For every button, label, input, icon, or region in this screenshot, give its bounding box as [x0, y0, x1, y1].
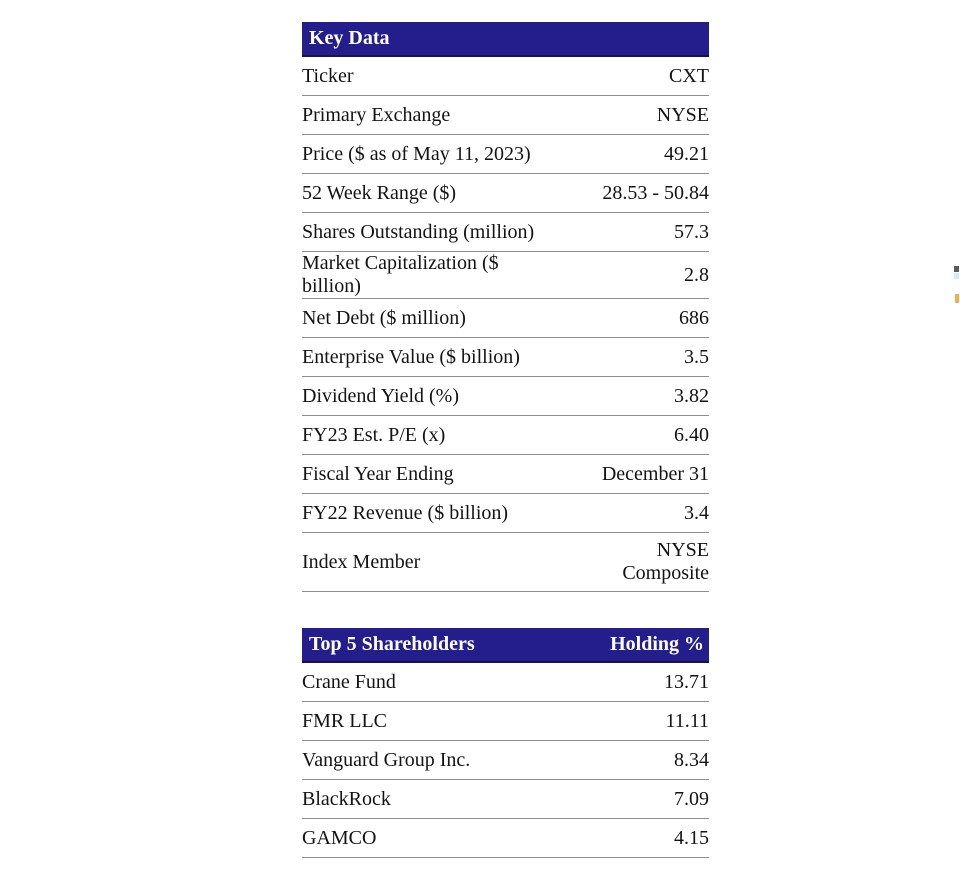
row-value: 8.34 [674, 748, 709, 771]
table-row: Net Debt ($ million) 686 [302, 298, 709, 338]
row-value: 3.82 [674, 384, 709, 407]
row-label: Primary Exchange [302, 95, 555, 135]
row-value: NYSE [656, 103, 709, 126]
row-value: 11.11 [665, 709, 709, 732]
shareholders-header: Top 5 Shareholders Holding % [302, 628, 709, 663]
table-row: Vanguard Group Inc. 8.34 [302, 740, 709, 780]
table-row: Market Capitalization ($ billion) 2.8 [302, 251, 709, 299]
table-row: 52 Week Range ($) 28.53 - 50.84 [302, 173, 709, 213]
table-row: BlackRock 7.09 [302, 779, 709, 819]
row-value: 28.53 - 50.84 [602, 181, 709, 204]
table-row: Crane Fund 13.71 [302, 663, 709, 702]
row-value: December 31 [601, 462, 709, 485]
row-label: 52 Week Range ($) [302, 173, 555, 213]
shareholders-table: Top 5 Shareholders Holding % Crane Fund … [302, 628, 709, 858]
row-value: 7.09 [674, 787, 709, 810]
row-value: 49.21 [664, 142, 709, 165]
row-label: Enterprise Value ($ billion) [302, 337, 555, 377]
row-label: Market Capitalization ($ billion) [302, 251, 555, 299]
row-label: BlackRock [302, 779, 555, 819]
table-row: Index Member NYSE Composite [302, 532, 709, 592]
key-data-table: Key Data Ticker CXT Primary Exchange NYS… [302, 22, 709, 592]
key-data-body: Ticker CXT Primary Exchange NYSE Price (… [302, 57, 709, 592]
row-label: FY23 Est. P/E (x) [302, 415, 555, 455]
row-value: 13.71 [664, 670, 709, 693]
clipped-fragment-orange [955, 294, 959, 303]
row-label: Crane Fund [302, 663, 555, 702]
table-row: Enterprise Value ($ billion) 3.5 [302, 337, 709, 377]
table-row: FMR LLC 11.11 [302, 701, 709, 741]
row-value: CXT [669, 64, 709, 87]
row-label: Fiscal Year Ending [302, 454, 555, 494]
table-row: FY23 Est. P/E (x) 6.40 [302, 415, 709, 455]
table-row: Price ($ as of May 11, 2023) 49.21 [302, 134, 709, 174]
row-label: Ticker [302, 57, 555, 96]
table-row: Ticker CXT [302, 57, 709, 96]
holding-percent-column-header: Holding % [610, 633, 704, 655]
row-label: FY22 Revenue ($ billion) [302, 493, 555, 533]
row-value: 57.3 [674, 220, 709, 243]
clipped-fragment-dark [954, 266, 959, 272]
shareholders-body: Crane Fund 13.71 FMR LLC 11.11 Vanguard … [302, 663, 709, 858]
row-label: Index Member [302, 532, 555, 592]
table-row: Dividend Yield (%) 3.82 [302, 376, 709, 416]
row-label: Shares Outstanding (million) [302, 212, 555, 252]
row-value: 3.4 [684, 501, 709, 524]
table-row: Primary Exchange NYSE [302, 95, 709, 135]
table-row: FY22 Revenue ($ billion) 3.4 [302, 493, 709, 533]
row-label: Vanguard Group Inc. [302, 740, 555, 780]
row-value: NYSE Composite [622, 539, 709, 584]
row-label: FMR LLC [302, 701, 555, 741]
key-data-header: Key Data [302, 22, 709, 57]
key-data-rows: Ticker CXT Primary Exchange NYSE Price (… [302, 57, 709, 592]
row-value: 4.15 [674, 826, 709, 849]
shareholders-title: Top 5 Shareholders [309, 633, 475, 655]
row-value: 2.8 [684, 263, 709, 286]
row-label: Net Debt ($ million) [302, 298, 555, 338]
table-row: Fiscal Year Ending December 31 [302, 454, 709, 494]
table-row: GAMCO 4.15 [302, 818, 709, 858]
row-value: 686 [679, 306, 709, 329]
shareholders-rows: Crane Fund 13.71 FMR LLC 11.11 Vanguard … [302, 663, 709, 858]
row-label: Price ($ as of May 11, 2023) [302, 134, 555, 174]
clipped-fragment-blue [954, 273, 959, 279]
row-label: GAMCO [302, 818, 555, 858]
row-value: 6.40 [674, 423, 709, 446]
row-value: 3.5 [684, 345, 709, 368]
table-row: Shares Outstanding (million) 57.3 [302, 212, 709, 252]
row-label: Dividend Yield (%) [302, 376, 555, 416]
key-data-title: Key Data [309, 27, 390, 49]
